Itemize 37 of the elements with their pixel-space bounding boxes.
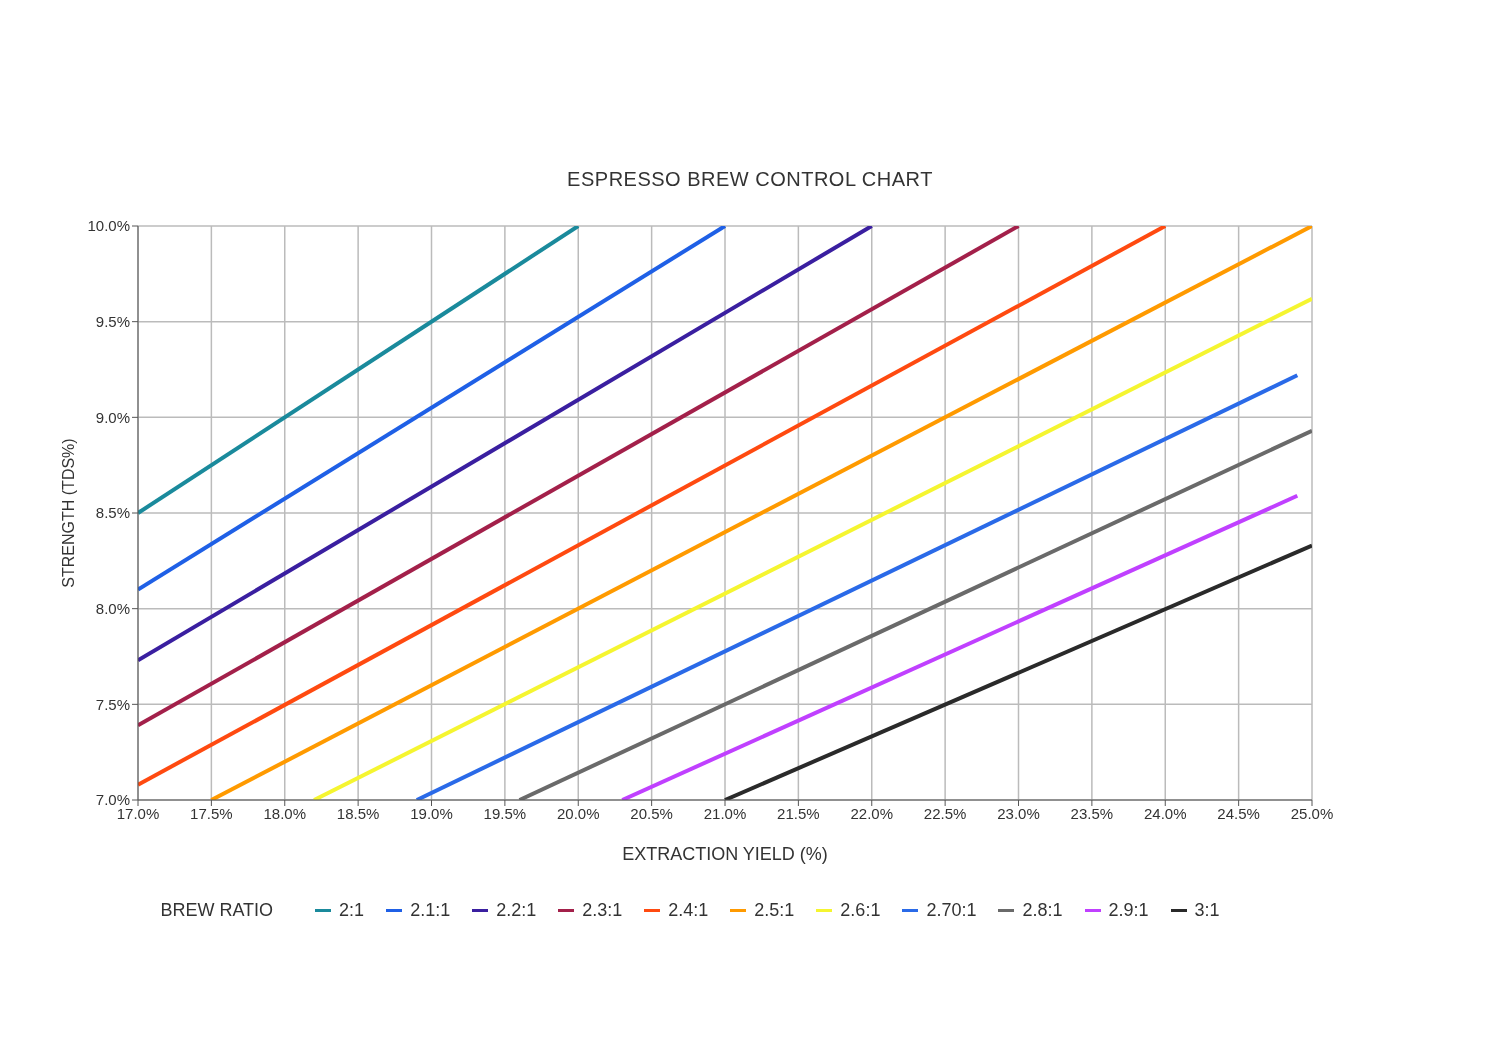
y-tick-label: 9.5%: [95, 312, 130, 330]
legend-title: BREW RATIO: [160, 900, 274, 921]
x-tick-label: 22.0%: [850, 804, 894, 822]
x-tick-label: 24.0%: [1143, 804, 1187, 822]
x-tick-label: 18.0%: [263, 804, 307, 822]
x-axis-title: EXTRACTION YIELD (%): [622, 844, 828, 864]
x-tick-label: 19.5%: [483, 804, 527, 822]
x-tick-label: 18.5%: [336, 804, 380, 822]
legend-label: 2.4:1: [667, 900, 709, 921]
legend-label: 2.6:1: [839, 900, 881, 921]
x-tick-label: 17.5%: [190, 804, 233, 822]
legend-label: 2.9:1: [1107, 900, 1149, 921]
legend-label: 2.3:1: [581, 900, 623, 921]
y-tick-label: 8.0%: [95, 599, 130, 617]
legend-label: 2.1:1: [409, 900, 451, 921]
legend-label: 2.8:1: [1021, 900, 1063, 921]
y-axis-title: STRENGTH (TDS%): [59, 438, 77, 588]
y-tick-label: 9.0%: [95, 408, 130, 426]
legend-label: 2.2:1: [495, 900, 537, 921]
x-tick-label: 20.5%: [630, 804, 673, 822]
legend-label: 2.70:1: [925, 900, 977, 921]
x-tick-label: 21.0%: [703, 804, 747, 822]
y-tick-label: 8.5%: [95, 504, 130, 522]
legend-label: 2:1: [338, 900, 365, 921]
x-tick-label: 23.5%: [1070, 804, 1114, 822]
x-tick-label: 25.0%: [1290, 804, 1334, 822]
chart-title: ESPRESSO BREW CONTROL CHART: [566, 168, 934, 191]
y-tick-label: 7.5%: [95, 695, 130, 713]
legend-label: 3:1: [1193, 900, 1220, 921]
x-tick-label: 24.5%: [1217, 804, 1260, 822]
x-tick-label: 22.5%: [923, 804, 967, 822]
x-tick-label: 20.0%: [556, 804, 600, 822]
x-tick-label: 19.0%: [410, 804, 453, 822]
legend-label: 2.5:1: [753, 900, 795, 921]
x-tick-label: 21.5%: [777, 804, 820, 822]
x-tick-label: 23.0%: [997, 804, 1040, 822]
y-tick-label: 10.0%: [87, 217, 130, 235]
